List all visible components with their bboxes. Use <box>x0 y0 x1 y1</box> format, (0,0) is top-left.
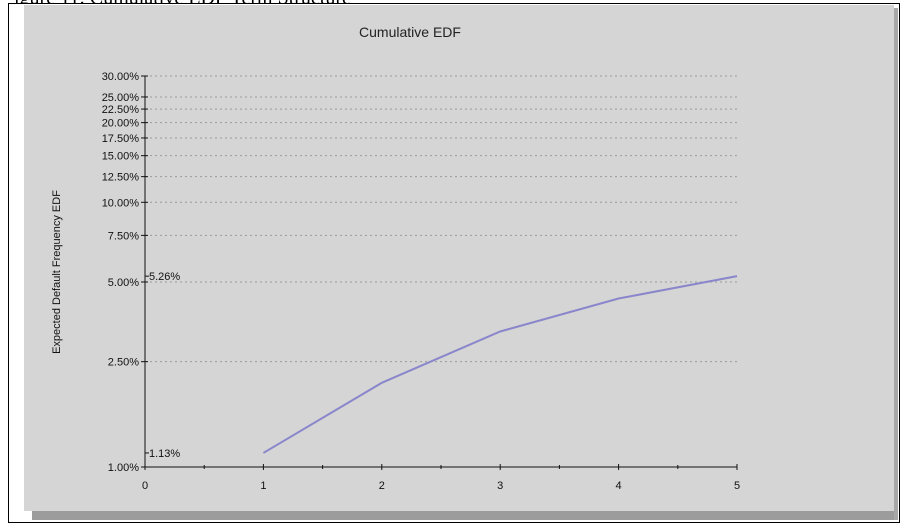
x-tick-label: 5 <box>734 480 740 492</box>
panel-shadow <box>32 511 894 520</box>
panel-right-shadow <box>894 8 898 520</box>
series-line <box>262 275 738 454</box>
y-tick-label: 1.00% <box>108 462 139 474</box>
y-axis-label: Expected Default Frequency EDF <box>51 190 63 354</box>
series-group <box>262 275 738 454</box>
grid <box>145 75 737 363</box>
y-tick-label: 17.50% <box>102 133 140 145</box>
y-tick-label: 7.50% <box>108 230 139 242</box>
chart-panel <box>24 5 894 511</box>
x-axis-ticks: 0 1 2 3 4 5 <box>142 464 740 492</box>
y-tick-label: 10.00% <box>102 197 140 209</box>
y-axis-ticks: 1.00% 2.50% 5.00% 7.50% 10.00% 12.50% 15.00% 17… <box>102 71 148 474</box>
axes <box>144 76 737 468</box>
x-tick-label: 1 <box>260 480 266 492</box>
annotations: 5.26% 1.13% <box>145 271 180 460</box>
annotation-label: 1.13% <box>149 448 180 460</box>
x-tick-label: 3 <box>497 480 503 492</box>
y-tick-label: 5.00% <box>108 277 139 289</box>
x-tick-label: 2 <box>379 480 385 492</box>
y-tick-label: 25.00% <box>102 92 140 104</box>
chart-title: Cumulative EDF <box>359 24 461 40</box>
y-tick-label: 30.00% <box>102 71 140 83</box>
x-tick-label: 0 <box>142 480 148 492</box>
y-tick-label: 22.50% <box>102 104 140 116</box>
y-tick-label: 12.50% <box>102 172 140 184</box>
y-tick-label: 2.50% <box>108 357 139 369</box>
annotation-label: 5.26% <box>149 271 180 283</box>
x-tick-label: 4 <box>616 480 622 492</box>
y-tick-label: 15.00% <box>102 151 140 163</box>
y-tick-label: 20.00% <box>102 118 140 130</box>
